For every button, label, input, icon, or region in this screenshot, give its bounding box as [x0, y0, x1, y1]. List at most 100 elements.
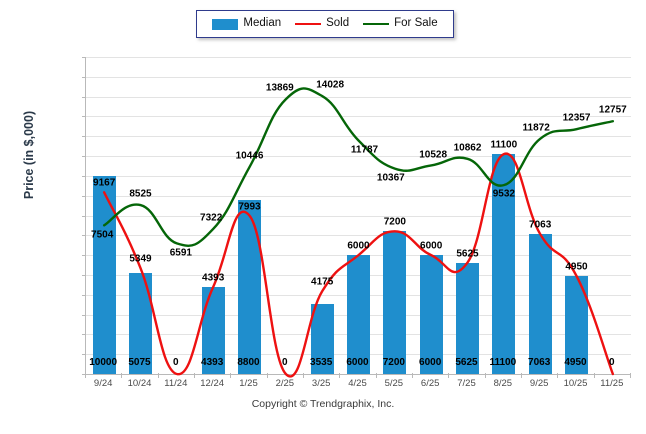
x-axis-label-11-25: 11/25 — [600, 378, 624, 389]
x-axis-tick — [194, 373, 195, 378]
bar-median-3-25[interactable] — [310, 303, 334, 374]
label-for-sale-5-25: 10367 — [376, 172, 405, 184]
gridline — [86, 57, 631, 58]
bottom-value-12-24: 4393 — [201, 357, 224, 368]
legend-item-sold[interactable]: Sold — [295, 18, 349, 30]
bar-median-9-25[interactable] — [528, 234, 552, 374]
x-axis-tick — [121, 373, 123, 378]
legend-item-median[interactable]: Median — [212, 18, 281, 30]
x-axis-tick — [448, 373, 450, 378]
copyright-text: Copyright © Trendgraphix, Inc. — [251, 398, 395, 410]
x-axis-tick — [593, 373, 595, 378]
chart-legend: Median Sold For Sale — [196, 10, 454, 38]
x-axis-tick — [412, 373, 413, 378]
bottom-value-3-25: 3535 — [310, 357, 333, 368]
bar-median-10-25[interactable] — [565, 275, 588, 374]
line-sold[interactable] — [102, 152, 615, 378]
y-axis-tick — [82, 215, 86, 217]
bottom-value-11-24: 0 — [173, 357, 179, 368]
gridline — [86, 195, 631, 197]
plot-area: 0100020003000400050006000700080009000100… — [82, 57, 631, 378]
bottom-value-1-25: 8800 — [237, 357, 260, 368]
label-for-sale-11-24: 6591 — [169, 247, 192, 259]
bottom-value-10-25: 4950 — [564, 357, 587, 368]
bar-median-7-25[interactable] — [456, 262, 479, 374]
bar-median-4-25[interactable] — [347, 255, 370, 374]
y-axis-tick — [82, 136, 86, 138]
label-sold-7-25: 5625 — [456, 248, 479, 260]
gridline — [86, 215, 631, 217]
label-for-sale-3-25: 14028 — [316, 79, 345, 91]
x-axis-label-7-25: 7/25 — [457, 378, 476, 389]
x-axis-tick — [266, 373, 268, 378]
label-sold-8-25: 11100 — [490, 139, 518, 151]
y-axis-tick — [82, 195, 86, 197]
x-axis-label-9-25: 9/25 — [529, 378, 549, 389]
x-axis-tick — [484, 373, 486, 378]
label-sold-9-24: 9167 — [93, 177, 116, 189]
bar-median-5-25[interactable] — [383, 231, 407, 374]
bottom-value-8-25: 11100 — [489, 357, 517, 368]
x-axis-label-10-24: 10/24 — [127, 378, 152, 389]
y-axis-tick — [82, 175, 86, 177]
bar-median-10-24[interactable] — [129, 273, 152, 374]
bar-median-12-24[interactable] — [201, 286, 225, 374]
label-sold-1-25: 7993 — [238, 201, 261, 213]
label-for-sale-4-25: 11787 — [350, 144, 379, 156]
bar-median-1-25[interactable] — [238, 199, 261, 374]
label-for-sale-9-25: 11872 — [522, 122, 550, 134]
bottom-value-10-24: 5075 — [128, 357, 151, 368]
x-axis-tick — [230, 373, 232, 378]
label-sold-4-25: 6000 — [347, 240, 370, 252]
bar-series-median — [86, 57, 631, 374]
bar-median-8-25[interactable] — [492, 154, 516, 374]
gridline — [86, 175, 631, 177]
label-sold-10-24: 5349 — [129, 253, 152, 265]
label-for-sale-10-24: 8525 — [129, 188, 152, 200]
x-axis-label-12-24: 12/24 — [200, 378, 225, 389]
bar-median-9-24[interactable] — [92, 175, 116, 374]
y-axis-tick — [82, 156, 86, 158]
y-axis-tick — [82, 235, 86, 237]
y-axis-tick — [82, 374, 86, 375]
x-axis-labels: 9/24 10/24 11/24 12/24 1/25 2/25 3/25 4/25 5/25 6… — [85, 373, 631, 394]
x-axis-label-6-25: 6/25 — [420, 378, 440, 389]
legend-item-for-sale[interactable]: For Sale — [363, 17, 438, 30]
x-axis-tick — [303, 373, 304, 378]
bottom-value-9-24: 10000 — [89, 357, 118, 368]
bottom-value-6-25: 6000 — [419, 357, 442, 368]
gridline — [86, 235, 631, 237]
label-sold-3-25: 4175 — [311, 276, 334, 288]
legend-label-sold: Sold — [326, 17, 350, 30]
x-axis-label-8-25: 8/25 — [493, 378, 513, 389]
label-sold-12-24: 4393 — [202, 272, 225, 284]
gridline — [86, 136, 631, 138]
y-axis-tick — [82, 334, 86, 336]
y-axis-title: Price (in $,000) — [22, 110, 36, 200]
legend-label-for-sale: For Sale — [394, 17, 438, 30]
label-sold-6-25: 6000 — [420, 240, 443, 252]
bottom-value-9-25: 7063 — [528, 357, 551, 368]
x-axis-tick — [630, 373, 631, 378]
label-for-sale-10-25: 12357 — [562, 112, 591, 124]
x-axis-tick — [339, 373, 341, 378]
x-axis-label-9-24: 9/24 — [93, 378, 113, 389]
bar-median-6-25[interactable] — [419, 255, 443, 374]
x-axis-label-1-25: 1/25 — [239, 378, 258, 389]
bottom-value-2-25: 0 — [282, 357, 288, 368]
x-axis-label-4-25: 4/25 — [348, 378, 367, 389]
y-axis-tick — [82, 354, 86, 356]
label-for-sale-12-24: 7322 — [200, 212, 223, 224]
label-for-sale-9-24: 7504 — [91, 229, 114, 241]
label-for-sale-7-25: 10862 — [453, 142, 482, 154]
y-axis-tick — [82, 96, 86, 98]
x-axis-tick — [85, 373, 86, 378]
line-for-sale[interactable] — [102, 87, 615, 247]
x-axis-tick — [157, 373, 159, 378]
legend-swatch-for-sale-icon — [363, 23, 390, 25]
label-sold-10-25: 4950 — [565, 261, 588, 273]
bottom-value-labels: 10000 5075 0 4393 8800 0 3535 6000 7200 6000 5625 1… — [85, 357, 630, 371]
x-axis-tick — [557, 373, 559, 378]
label-for-sale-6-25: 10528 — [419, 149, 448, 161]
